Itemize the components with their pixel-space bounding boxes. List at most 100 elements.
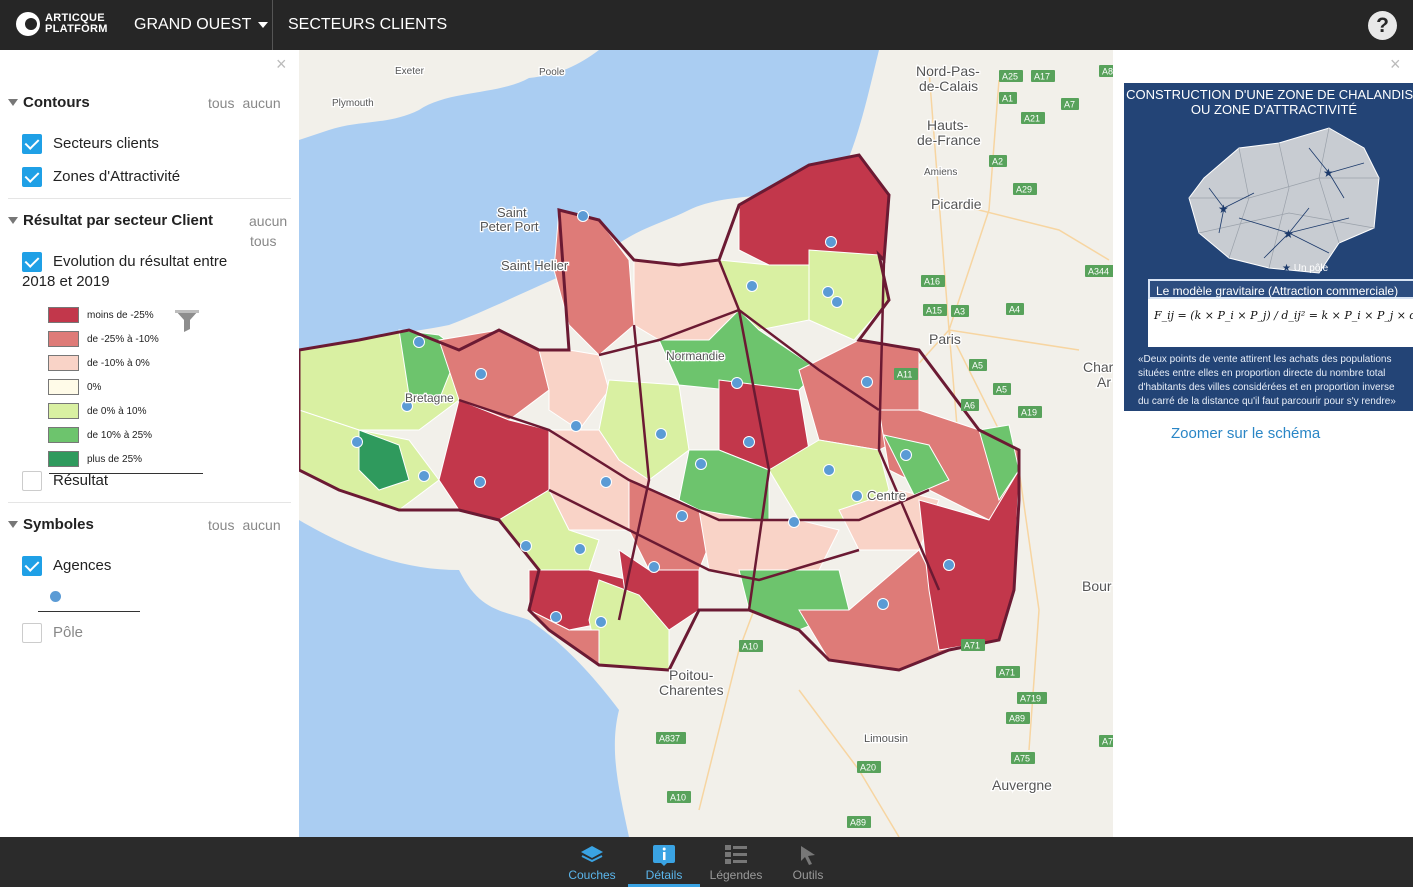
result-none-link[interactable]: aucun [249, 213, 287, 229]
schema-description: «Deux points de vente attirent les achat… [1138, 353, 1413, 409]
client-sector[interactable] [538, 349, 610, 431]
agency-marker[interactable] [861, 376, 873, 388]
layers-icon [581, 846, 603, 863]
agency-marker[interactable] [731, 377, 743, 389]
agency-marker[interactable] [595, 616, 607, 628]
legend-label: 0% [87, 381, 102, 393]
tab-legendes[interactable]: Légendes [700, 837, 772, 887]
symbol-divider [38, 611, 140, 612]
agency-marker[interactable] [351, 436, 363, 448]
agency-marker[interactable] [900, 449, 912, 461]
agencies-layer[interactable] [351, 210, 955, 628]
agency-marker[interactable] [520, 540, 532, 552]
svg-text:A20: A20 [860, 763, 876, 773]
place-label: de-France [917, 132, 981, 148]
agency-marker[interactable] [851, 490, 863, 502]
agency-marker[interactable] [743, 436, 755, 448]
road-shield: A837 [656, 732, 686, 744]
checkbox-evolution-resultat[interactable] [22, 252, 42, 272]
close-panel-button[interactable]: × [276, 54, 287, 74]
client-sectors[interactable] [299, 153, 1021, 672]
svg-text:A17: A17 [1034, 72, 1050, 82]
road-shield: A19 [1018, 406, 1042, 418]
agency-marker[interactable] [600, 476, 612, 488]
agency-marker[interactable] [648, 561, 660, 573]
checkbox-zones-attractivite[interactable] [22, 167, 42, 187]
symbols-all-link[interactable]: tous [208, 517, 235, 533]
road-shield: A7 [1099, 735, 1113, 747]
agency-symbol-icon [50, 591, 61, 602]
agency-marker[interactable] [695, 458, 707, 470]
agency-marker[interactable] [577, 210, 589, 222]
road-shield: A17 [1031, 70, 1055, 82]
agency-marker[interactable] [877, 598, 889, 610]
agency-marker[interactable] [943, 559, 955, 571]
client-sector[interactable] [808, 249, 890, 341]
agency-marker[interactable] [822, 286, 834, 298]
checkbox-agences[interactable] [22, 556, 42, 576]
project-selector[interactable]: GRAND OUEST [134, 16, 269, 34]
legend-swatch [48, 403, 79, 419]
client-sector[interactable] [358, 429, 410, 491]
client-sector[interactable] [883, 434, 950, 496]
logo-icon [16, 12, 40, 36]
svg-text:A19: A19 [1021, 408, 1037, 418]
layer-label: Agences [53, 557, 112, 574]
agency-marker[interactable] [788, 516, 800, 528]
legend-swatch [48, 451, 79, 467]
result-all-link[interactable]: tous [250, 233, 276, 249]
gravity-model-schema[interactable]: CONSTRUCTION D'UNE ZONE DE CHALANDISE OU… [1124, 83, 1413, 411]
separator [8, 502, 291, 503]
result-section-header[interactable]: Résultat par secteur Client [8, 212, 213, 229]
agency-marker[interactable] [676, 510, 688, 522]
filter-icon[interactable] [174, 307, 200, 333]
contours-none-link[interactable]: aucun [242, 95, 281, 111]
layer-agences[interactable]: Agences [22, 556, 111, 576]
layer-zones-attractivite[interactable]: Zones d'Attractivité [22, 167, 180, 187]
logo[interactable]: ARTICQUE PLATFORM [16, 12, 108, 36]
agency-marker[interactable] [418, 470, 430, 482]
agency-marker[interactable] [413, 336, 425, 348]
checkbox-resultat[interactable] [22, 471, 42, 491]
layer-pole[interactable]: Pôle [22, 623, 83, 643]
schema-title-line-1: CONSTRUCTION D'UNE ZONE DE CHALANDISE [1126, 87, 1413, 102]
layer-resultat[interactable]: Résultat [22, 471, 108, 491]
agency-marker[interactable] [401, 400, 413, 412]
tab-label: Détails [645, 868, 683, 882]
collapse-triangle-icon [8, 521, 18, 528]
zoom-schema-link[interactable]: Zoomer sur le schéma [1171, 425, 1321, 442]
agency-marker[interactable] [475, 368, 487, 380]
close-details-button[interactable]: × [1390, 54, 1401, 74]
agency-marker[interactable] [823, 464, 835, 476]
schema-caption-text: Un pôle [1293, 263, 1329, 274]
tab-outils[interactable]: Outils [772, 837, 844, 887]
road-labels: A25 A17 A8 A1 A7 A21 A2 A29 A16 A15 A3 A4 A344 A5 A5 A6… [656, 65, 1113, 828]
contours-all-link[interactable]: tous [208, 95, 235, 111]
layer-secteurs-clients[interactable]: Secteurs clients [22, 134, 159, 154]
checkbox-pole[interactable] [22, 623, 42, 643]
agency-marker[interactable] [831, 296, 843, 308]
road-shield: A15 [923, 304, 947, 316]
agency-marker[interactable] [570, 420, 582, 432]
checkbox-secteurs-clients[interactable] [22, 134, 42, 154]
agency-marker[interactable] [474, 476, 486, 488]
agency-marker[interactable] [825, 236, 837, 248]
symbols-section-header[interactable]: Symboles [8, 516, 94, 533]
help-button[interactable]: ? [1368, 11, 1397, 40]
agency-marker[interactable] [550, 611, 562, 623]
place-label: Saint [497, 205, 527, 220]
map-view[interactable]: Exeter Poole Plymouth Saint Peter Port Saint … [299, 50, 1113, 837]
tab-details[interactable]: Détails [628, 837, 700, 887]
road-shield: A2 [989, 155, 1007, 167]
road-shield: A71 [961, 639, 985, 651]
layer-evolution-resultat[interactable]: Evolution du résultat entre [22, 252, 227, 272]
contours-section-header[interactable]: Contours [8, 94, 90, 111]
symbols-none-link[interactable]: aucun [242, 517, 281, 533]
agency-marker[interactable] [574, 543, 586, 555]
agency-marker[interactable] [746, 280, 758, 292]
agency-marker[interactable] [655, 428, 667, 440]
attraction-zone-boundary [458, 398, 930, 522]
tab-couches[interactable]: Couches [556, 837, 628, 887]
